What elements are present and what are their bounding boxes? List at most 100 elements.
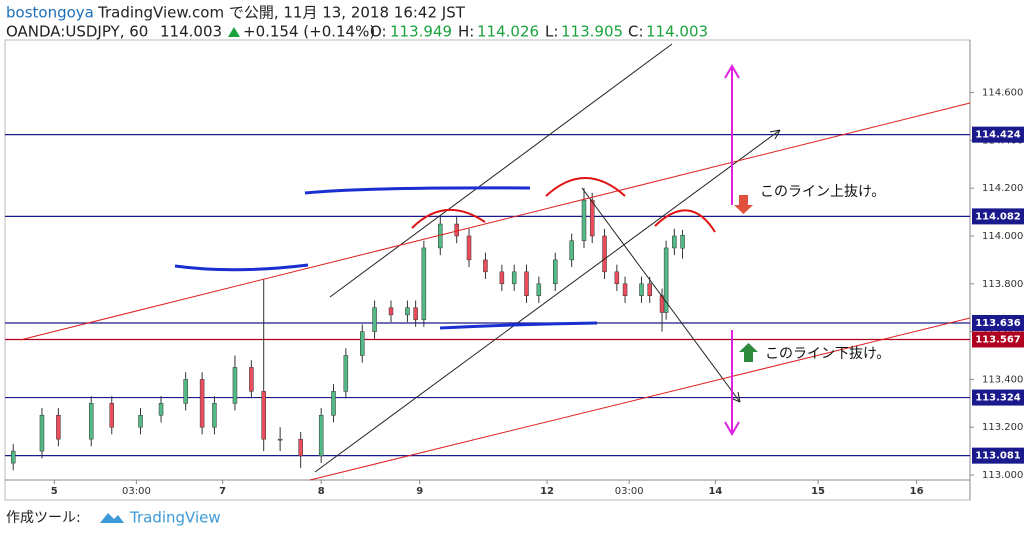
x-tick-label: 03:00 [615, 486, 644, 497]
x-tick-label: 03:00 [122, 486, 151, 497]
price-level-label: 113.567 [975, 334, 1021, 345]
l-value: 113.905 [561, 23, 623, 41]
candle-body [680, 235, 685, 249]
change: +0.154 (+0.14%) [243, 23, 375, 41]
x-tick-label: 12 [540, 486, 554, 497]
candle-body [158, 403, 164, 416]
candle-body [511, 271, 517, 285]
symbol: OANDA:USDJPY, 60 [6, 23, 148, 41]
candle-body [39, 414, 45, 452]
candle-body [261, 391, 266, 440]
arc [545, 177, 626, 197]
magenta-arrow [724, 64, 740, 205]
candle-body [589, 199, 595, 237]
y-tick-label: 113.000 [982, 470, 1023, 481]
arc [654, 209, 716, 233]
candle-body [56, 414, 61, 440]
candle-body [183, 379, 188, 404]
candle-body [614, 271, 620, 285]
trend-line [329, 43, 673, 298]
candle-body [249, 367, 254, 392]
drawings [19, 43, 971, 481]
o-label: O: [370, 23, 387, 41]
footer-label: 作成ツール: [6, 510, 81, 526]
l-label: L: [545, 23, 558, 41]
candle-body [581, 199, 587, 242]
candle-body [639, 283, 644, 296]
candle-body [372, 307, 377, 332]
y-tick-label: 113.400 [982, 374, 1023, 385]
candle-body [212, 403, 217, 428]
up-arrow-icon [739, 343, 758, 362]
candle-body [421, 247, 427, 320]
price-level-label: 113.636 [975, 318, 1021, 329]
y-tick-label: 114.200 [982, 183, 1023, 194]
x-tick-label: 9 [416, 486, 423, 497]
candle-body [553, 259, 558, 285]
price-level-label: 114.424 [975, 130, 1021, 141]
candle-body [388, 307, 394, 316]
candle-body [663, 247, 669, 313]
published: TradingView.com で公開, 11月 13, 2018 16:42 … [97, 4, 466, 22]
red-trend-line [309, 317, 971, 481]
price-level-label: 113.324 [975, 393, 1021, 404]
candle-body [298, 438, 303, 457]
y-tick-label: 113.200 [982, 422, 1023, 433]
candle-body [647, 283, 652, 296]
up-triangle [228, 27, 240, 37]
price-level-tag [972, 208, 1024, 225]
user: bostongoya [6, 4, 94, 22]
candle-body [343, 355, 349, 392]
candle-body [88, 403, 94, 440]
candle-body [405, 307, 410, 316]
o-value: 113.949 [390, 23, 452, 41]
candle-body [413, 307, 418, 320]
price-level-label: 114.082 [975, 211, 1021, 222]
candle-body [109, 403, 115, 428]
hand-line [304, 186, 531, 195]
x-tick-label: 7 [219, 486, 226, 497]
candle-body [10, 450, 16, 464]
candle-body [672, 235, 677, 249]
trend-line [314, 129, 781, 473]
price-level-label: 113.081 [975, 451, 1021, 462]
candle-body [569, 240, 574, 261]
last-price: 114.003 [160, 23, 222, 41]
candle-body [199, 379, 205, 428]
y-tick-label: 114.000 [982, 231, 1023, 242]
logo[interactable] [100, 513, 124, 523]
x-tick-label: 16 [910, 486, 924, 497]
price-level-tag [972, 126, 1024, 143]
annotation: このライン下抜け。 [765, 346, 890, 362]
x-tick-label: 14 [708, 486, 722, 497]
x-tick-label: 5 [51, 486, 58, 497]
c-value: 114.003 [646, 23, 708, 41]
candle-body [454, 223, 459, 237]
h-value: 114.026 [477, 23, 539, 41]
candle-body [602, 235, 607, 273]
y-tick-label: 113.800 [982, 279, 1023, 290]
y-tick-label: 114.600 [982, 88, 1023, 99]
candle-body [232, 367, 238, 404]
hand-line [439, 321, 598, 330]
arrow-head [769, 129, 781, 140]
magenta-arrow [724, 330, 740, 436]
candle-body [483, 259, 488, 273]
arc [411, 209, 486, 229]
candle-body [524, 271, 529, 296]
h-label: H: [458, 23, 474, 41]
x-tick-label: 15 [811, 486, 825, 497]
footer-brand[interactable]: TradingView [129, 509, 221, 527]
price-level-tag [972, 314, 1024, 331]
marks: 113.000113.200113.400113.600113.800114.0… [5, 88, 1024, 497]
trend-line [581, 187, 741, 403]
candle-body [360, 331, 365, 356]
c-label: C: [628, 23, 644, 41]
candle-body [277, 438, 283, 441]
hand-line [174, 263, 309, 272]
candle-body [466, 235, 472, 261]
price-level-tag [972, 447, 1024, 464]
candle-body [499, 271, 505, 285]
